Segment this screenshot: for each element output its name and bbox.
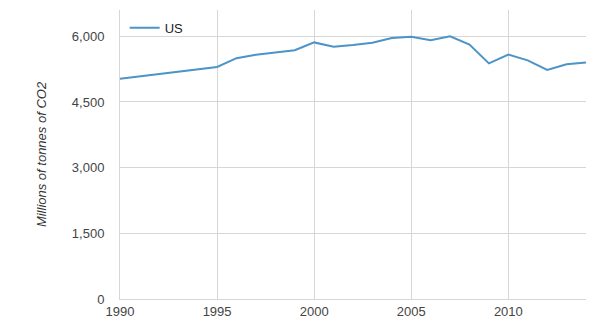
svg-text:2000: 2000 — [300, 304, 329, 319]
svg-text:4,500: 4,500 — [72, 95, 105, 110]
svg-text:6,000: 6,000 — [72, 29, 105, 44]
svg-text:1,500: 1,500 — [72, 226, 105, 241]
svg-text:Millions of tonnes of CO2: Millions of tonnes of CO2 — [34, 81, 49, 227]
svg-text:1995: 1995 — [203, 304, 232, 319]
svg-text:2010: 2010 — [494, 304, 523, 319]
svg-text:3,000: 3,000 — [72, 160, 105, 175]
svg-text:2005: 2005 — [397, 304, 426, 319]
svg-text:1990: 1990 — [106, 304, 135, 319]
svg-text:0: 0 — [97, 292, 104, 307]
svg-text:US: US — [165, 21, 183, 36]
